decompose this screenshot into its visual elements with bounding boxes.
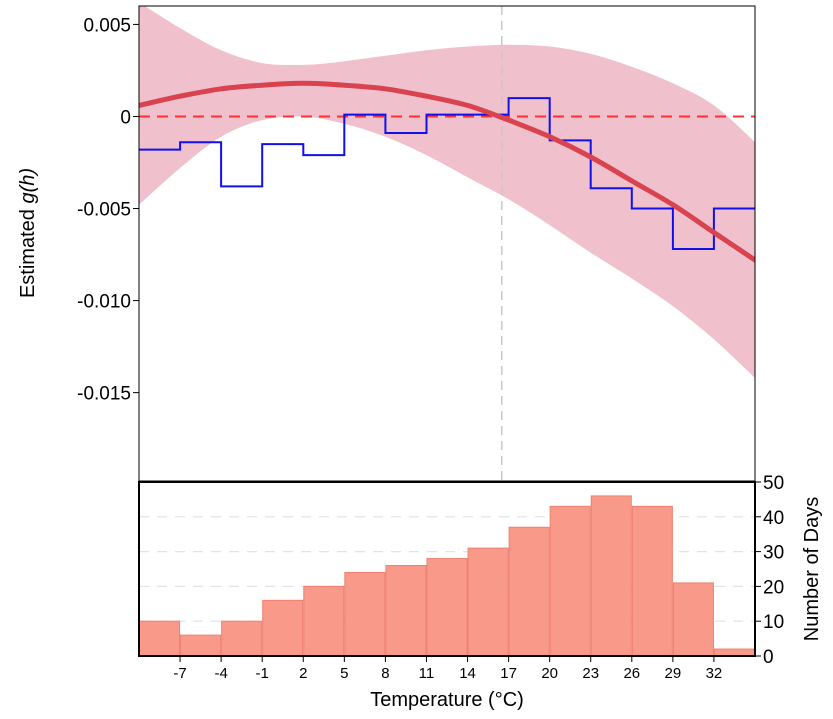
x-tick-label: -4 — [214, 665, 227, 682]
histogram-bar — [590, 495, 632, 657]
histogram-bar — [221, 620, 263, 657]
x-tick-label: 32 — [706, 665, 723, 682]
x-tick-label: 14 — [459, 665, 476, 682]
x-tick-label: 11 — [419, 665, 435, 682]
histogram-panel: -7 -4 -1 2 5 8 11 14 17 20 23 26 29 32 0 10 20 30 40 50 Te… — [138, 473, 823, 711]
effect-panel: 0.005 0 -0.005 -0.010 -0.015 Estimated g(h) — [17, 5, 756, 482]
histogram-bars — [139, 495, 756, 657]
histogram-bar — [549, 505, 591, 657]
x-tick-label: 5 — [340, 665, 348, 682]
histogram-bar — [303, 585, 345, 657]
histogram-bar — [508, 526, 550, 657]
binned-estimate-line — [139, 97, 755, 250]
fitted-curve — [139, 80, 755, 263]
histogram-y-tick-label: 50 — [763, 473, 784, 494]
effect-y-tick-label: -0.015 — [77, 384, 131, 405]
histogram-bar — [180, 634, 222, 657]
effect-y-tick-label: 0.005 — [83, 15, 131, 36]
confidence-band — [139, 6, 755, 378]
effect-y-tick-label: -0.005 — [77, 200, 131, 221]
effect-y-axis-title-prefix: Estimated — [17, 204, 39, 298]
x-tick-label: 17 — [500, 665, 517, 682]
x-tick-label: -7 — [173, 665, 186, 682]
histogram-x-ticks: -7 -4 -1 2 5 8 11 14 17 20 23 26 29 32 — [173, 656, 722, 682]
effect-y-tick-label: 0 — [120, 107, 131, 128]
histogram-bar — [426, 558, 468, 657]
histogram-y-tick-label: 0 — [763, 647, 774, 668]
histogram-y-tick-label: 20 — [763, 577, 784, 598]
histogram-bar — [385, 565, 427, 657]
histogram-y-ticks: 0 10 20 30 40 50 — [755, 473, 784, 668]
x-tick-label: 26 — [623, 665, 640, 682]
x-tick-label: 23 — [582, 665, 599, 682]
histogram-y-tick-label: 40 — [763, 508, 784, 529]
histogram-y-tick-label: 30 — [763, 543, 784, 564]
x-tick-label: -1 — [256, 665, 269, 682]
histogram-bar — [672, 582, 714, 657]
histogram-bar — [631, 505, 673, 657]
histogram-y-axis-title: Number of Days — [801, 497, 823, 642]
x-axis-title: Temperature (°C) — [370, 689, 524, 711]
histogram-panel-frame — [138, 481, 756, 657]
histogram-y-tick-label: 10 — [763, 612, 784, 633]
histogram-bar — [262, 599, 304, 657]
x-tick-label: 29 — [665, 665, 682, 682]
histogram-bar — [139, 620, 181, 657]
x-tick-label: 2 — [299, 665, 307, 682]
histogram-bar — [344, 571, 386, 657]
x-tick-label: 20 — [541, 665, 558, 682]
histogram-bar — [467, 547, 509, 657]
effect-y-ticks: 0.005 0 -0.005 -0.010 -0.015 — [77, 15, 139, 405]
histogram-bar — [713, 648, 756, 657]
effect-y-tick-label: -0.010 — [77, 292, 131, 313]
x-tick-label: 8 — [381, 665, 389, 682]
effect-y-axis-title-math: g(h) — [17, 168, 39, 204]
effect-y-axis-title: Estimated g(h) — [17, 168, 39, 298]
